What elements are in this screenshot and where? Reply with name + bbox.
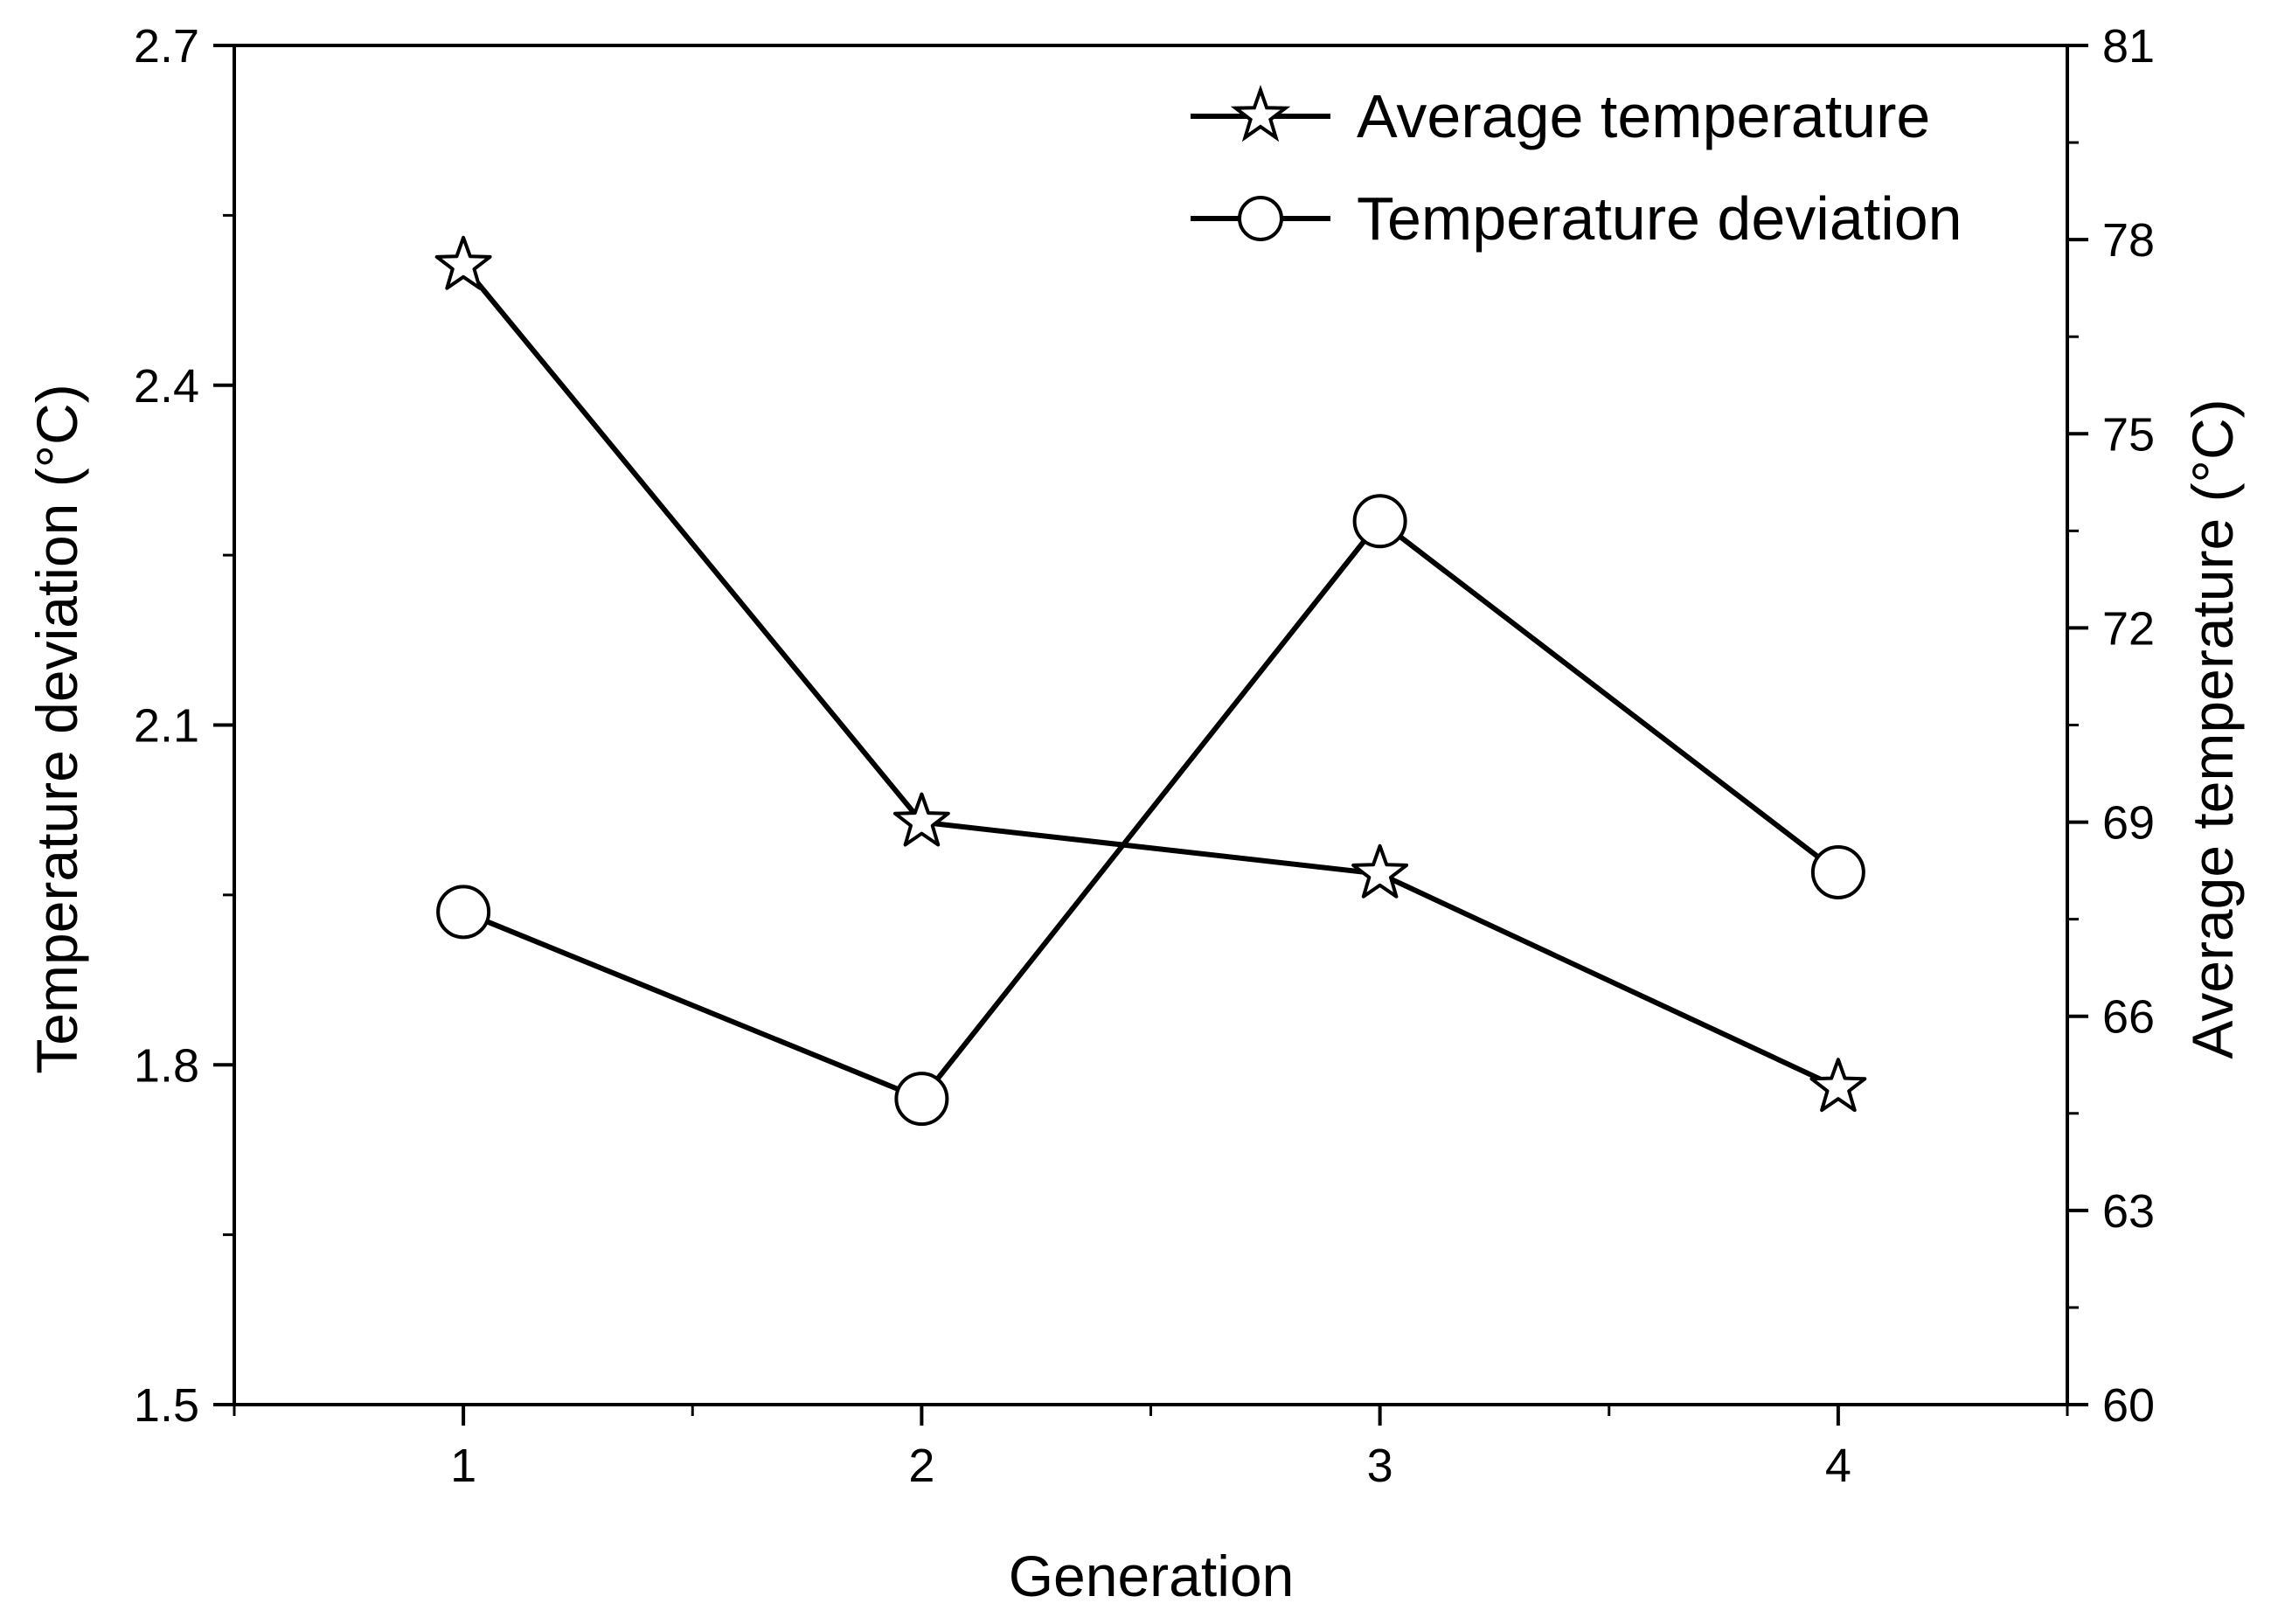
- y-left-tick-label: 2.1: [134, 700, 199, 753]
- y-left-axis-title: Temperature deviation (°C): [24, 384, 89, 1073]
- y-left-tick-label: 2.4: [134, 360, 199, 413]
- x-axis-title: Generation: [1009, 1544, 1295, 1608]
- data-point-temperature-deviation: [1352, 494, 1407, 549]
- y-left-tick-label: 1.8: [134, 1039, 199, 1092]
- legend-circle-icon: [1238, 196, 1283, 241]
- y-right-tick-label: 78: [2102, 214, 2155, 267]
- y-right-tick-label: 81: [2102, 20, 2155, 73]
- legend-star-icon: [1230, 84, 1291, 142]
- y-left-tick-label: 1.5: [134, 1379, 199, 1432]
- y-right-tick-label: 63: [2102, 1185, 2155, 1238]
- y-right-tick-label: 60: [2102, 1379, 2155, 1432]
- y-right-tick-label: 69: [2102, 797, 2155, 850]
- y-left-tick-label: 2.7: [134, 20, 199, 73]
- y-right-axis-title: Average temperature (°C): [2180, 399, 2245, 1058]
- series-lines: [461, 263, 1840, 1102]
- series-line-average-temperature: [461, 263, 1840, 1090]
- x-tick-label: 4: [1825, 1440, 1851, 1492]
- legend-label-average-temperature: Average temperature: [1357, 82, 1930, 150]
- data-point-temperature-deviation: [1810, 844, 1865, 899]
- series-line-temperature-deviation: [462, 518, 1840, 1102]
- x-tick-label: 3: [1367, 1440, 1393, 1492]
- y-right-tick-label: 66: [2102, 991, 2155, 1044]
- series-markers: [434, 235, 1867, 1127]
- x-tick-label: 2: [908, 1440, 934, 1492]
- y-right-tick-label: 75: [2102, 408, 2155, 461]
- data-point-average-temperature: [1351, 843, 1409, 899]
- legend-label-temperature-deviation: Temperature deviation: [1357, 184, 1962, 253]
- x-tick-label: 1: [450, 1440, 476, 1492]
- data-point-temperature-deviation: [894, 1072, 949, 1127]
- data-point-temperature-deviation: [436, 885, 491, 940]
- y-right-tick-label: 72: [2102, 602, 2155, 655]
- data-point-average-temperature: [892, 792, 950, 847]
- legend: Average temperature Temperature deviatio…: [1191, 82, 1962, 253]
- data-point-average-temperature: [1809, 1058, 1867, 1113]
- axes: 1 2 3 4 1.5 1.8 2.1 2.4 2.7 60 63 66 69 72 75 78 81: [134, 20, 2155, 1492]
- data-point-average-temperature: [434, 235, 492, 290]
